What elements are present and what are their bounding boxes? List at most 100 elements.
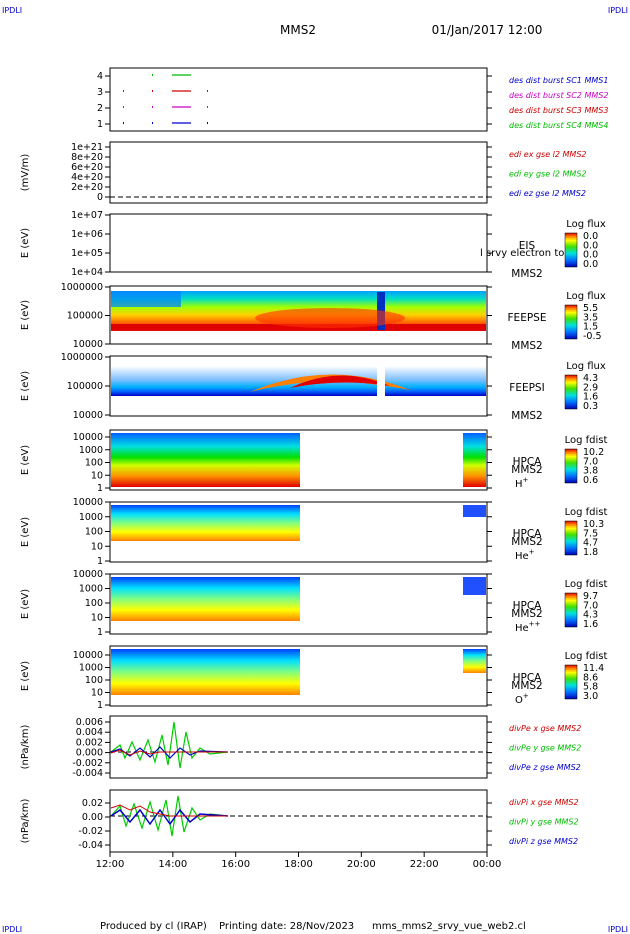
y-axis-feepsi: 1000000 100000 10000 E (eV) (20, 352, 492, 421)
colorbar-title: Log fdist (565, 579, 608, 590)
x-tick-label: 18:00 (284, 859, 313, 870)
y-tick-label: 8e+20 (71, 152, 103, 163)
y-axis-feepse: 1000000 100000 10000 E (eV) (20, 282, 492, 350)
y-axis-label: (nPa/km) (20, 799, 31, 844)
instrument-label: HPCA (513, 672, 543, 684)
y-tick-label: 1e+21 (71, 142, 103, 153)
legend-entry: des dist burst SC1 MMS1 (509, 76, 608, 85)
y-tick-label: 1e+07 (71, 210, 103, 221)
burst-dot (123, 122, 124, 124)
y-tick-label: 0 (97, 192, 103, 203)
hpca-hepp-tail (463, 577, 486, 595)
y-tick-label: -0.002 (72, 758, 103, 769)
feepsi-spectrogram (111, 366, 486, 396)
y-tick-label: 4 (97, 71, 103, 82)
colorbar-tick: 5.5 (583, 303, 598, 314)
y-axis-hpca-hepp: 10000 1000 100 10 1 E (eV) (20, 569, 492, 638)
y-axis-label: E (eV) (20, 228, 31, 258)
spacecraft-label: MMS2 (511, 410, 542, 422)
species-label: He+ (515, 548, 535, 562)
y-tick-label: -0.02 (78, 826, 103, 837)
right-labels-divpi: divPi x gse MMS2 divPi y gse MMS2 divPi z … (509, 798, 579, 846)
panel-frame-edi (109, 141, 488, 204)
colorbar-tick: 7.0 (583, 456, 598, 467)
colorbar-tick: 1.8 (583, 547, 598, 558)
y-tick-label: 3 (97, 87, 103, 98)
page-title: MMS2 (280, 23, 316, 37)
y-tick-label: 1000 (79, 584, 103, 595)
y-tick-label: 100 (85, 458, 103, 469)
overlay-text: l srvy electron to (480, 248, 564, 259)
spacecraft-label: MMS2 (511, 268, 542, 280)
y-tick-label: 0.002 (76, 737, 103, 748)
y-tick-label: 1000000 (61, 282, 103, 293)
burst-dot (123, 106, 124, 108)
panel-frame-eis (109, 213, 488, 273)
y-axis-label: E (eV) (20, 589, 31, 619)
y-tick-label: 1 (97, 627, 103, 638)
corner-label-top-left: IPDLI (2, 6, 22, 15)
feepse-hot-region (255, 308, 405, 328)
spacecraft-label: MMS2 (511, 340, 542, 352)
y-tick-label: 10000 (73, 497, 103, 508)
y-tick-label: 100 (85, 527, 103, 538)
legend-entry: divPe x gse MMS2 (509, 724, 581, 733)
corner-label-bottom-left: IPDLI (2, 925, 22, 934)
legend-entry: edi ez gse l2 MMS2 (509, 189, 586, 198)
y-tick-label: 2 (97, 103, 103, 114)
y-tick-label: 1 (97, 119, 103, 130)
divpi-z-trace (110, 808, 229, 826)
legend-entry: divPi z gse MMS2 (509, 837, 578, 846)
y-tick-label: 0.000 (76, 748, 103, 759)
hpca-o-fill (111, 649, 300, 695)
instrument-label: FEEPSI (509, 382, 544, 394)
colorbar-tick: 4.3 (583, 373, 598, 384)
species-label: O+ (515, 692, 529, 706)
panel-frame-hpca-h (109, 429, 488, 491)
colorbar-tick: -0.5 (583, 331, 602, 342)
footer-printing-date: Printing date: 28/Nov/2023 (219, 921, 354, 932)
feepsi-core-arc (290, 375, 390, 388)
y-tick-label: 10 (91, 541, 103, 552)
colorbar-tick: 3.0 (583, 691, 598, 702)
y-tick-label: 1000000 (61, 352, 103, 363)
divpe-y-trace (110, 721, 229, 769)
panel-frame-divpe (109, 715, 488, 779)
y-tick-label: 1e+04 (71, 267, 103, 278)
y-tick-label: 10000 (73, 569, 103, 580)
y-tick-label: 0.004 (76, 727, 103, 738)
y-axis-des-dist: 4 3 2 1 (97, 71, 492, 130)
y-tick-label: 10 (91, 613, 103, 624)
colorbar-title: Log fdist (565, 651, 608, 662)
y-axis-label: E (eV) (20, 517, 31, 547)
y-tick-label: 1000 (79, 663, 103, 674)
species-label: H+ (515, 476, 529, 490)
legend-entry: edi ey gse l2 MMS2 (509, 170, 587, 179)
hpca-he-spectrogram (111, 505, 486, 541)
colorbar-tick: 11.4 (583, 663, 604, 674)
panel-frame-divpi (109, 789, 488, 853)
corner-label-bottom-right: IPDLI (608, 925, 628, 934)
legend-entry: divPe y gse MMS2 (509, 744, 581, 753)
time-axis: 12:00 14:00 16:00 18:00 20:00 22:00 00:00 (96, 852, 501, 870)
y-tick-label: 1e+06 (71, 229, 103, 240)
right-labels-des-dist: des dist burst SC1 MMS1 des dist burst SC… (509, 76, 608, 130)
instrument-label: HPCA (513, 456, 543, 468)
hpca-o-spectrogram (111, 649, 486, 695)
colorbar-tick: 1.6 (583, 619, 598, 630)
colorbar (564, 664, 578, 700)
right-labels-divpe: divPe x gse MMS2 divPe y gse MMS2 divPe z … (509, 724, 581, 772)
x-tick-label: 16:00 (221, 859, 250, 870)
panel-frame-hpca-o (109, 645, 488, 707)
legend-entry: divPe z gse MMS2 (509, 763, 581, 772)
burst-dot (152, 106, 153, 108)
y-tick-label: 1 (97, 483, 103, 494)
colorbar-title: Log flux (566, 291, 606, 302)
colorbar-tick: 0.0 (583, 231, 598, 242)
colorbar (564, 448, 578, 484)
burst-dot (152, 122, 153, 124)
